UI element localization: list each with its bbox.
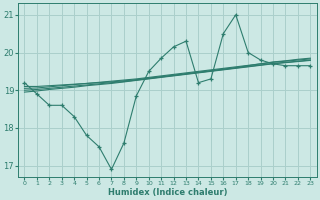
X-axis label: Humidex (Indice chaleur): Humidex (Indice chaleur): [108, 188, 227, 197]
